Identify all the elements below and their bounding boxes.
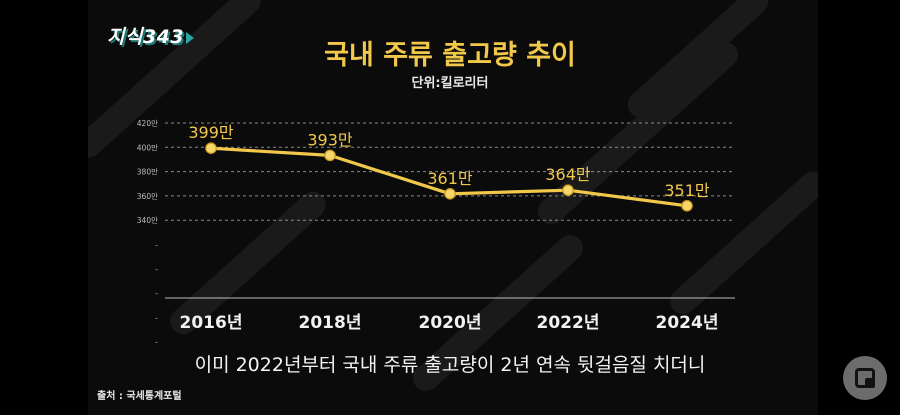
x-tick-label: 2016년 <box>180 313 243 333</box>
y-tick-label: - <box>155 338 158 347</box>
x-axis-ticks: 2016년 2018년 2020년 2022년 2024년 <box>180 313 719 333</box>
y-tick-label: 360만 <box>137 192 158 201</box>
channel-logo: 지식343 <box>107 22 195 49</box>
y-tick-label: - <box>155 313 158 322</box>
y-tick-label: 400만 <box>137 143 158 152</box>
x-tick-label: 2024년 <box>656 313 719 333</box>
floating-action-button[interactable] <box>843 356 887 400</box>
x-tick-label: 2022년 <box>537 313 600 333</box>
right-letterbox <box>818 0 900 415</box>
y-tick-label: - <box>155 241 158 250</box>
chart-panel <box>88 0 818 415</box>
x-tick-label: 2018년 <box>299 313 362 333</box>
data-label: 361만 <box>427 169 473 188</box>
y-tick-label: 420만 <box>137 119 158 128</box>
data-label: 399만 <box>188 123 234 142</box>
data-label: 351만 <box>664 181 710 200</box>
data-point <box>562 184 574 196</box>
y-tick-label: 380만 <box>137 168 158 177</box>
data-labels: 399만 393만 361만 364만 351만 <box>188 123 710 200</box>
data-point <box>681 200 693 212</box>
screen-capture-icon-dot <box>865 378 875 388</box>
data-points <box>205 142 693 212</box>
play-triangle-icon <box>186 31 195 44</box>
chart-title: 국내 주류 출고량 추이 <box>324 40 576 71</box>
data-point <box>444 188 456 200</box>
data-label: 393만 <box>307 130 353 149</box>
y-tick-label: - <box>155 265 158 274</box>
video-caption: 이미 2022년부터 국내 주류 출고량이 2년 연속 뒷걸음질 치더니 <box>194 354 706 376</box>
y-tick-label: 340만 <box>137 216 158 225</box>
source-note: 출처 : 국세통계포털 <box>97 391 182 402</box>
y-tick-label: - <box>155 289 158 298</box>
chart-unit: 단위:킬로리터 <box>411 76 489 91</box>
data-label: 364만 <box>545 165 591 184</box>
left-letterbox <box>0 0 88 415</box>
data-point <box>205 142 217 154</box>
data-point <box>324 149 336 162</box>
x-tick-label: 2020년 <box>419 313 482 333</box>
y-axis-ticks: 420만 400만 380만 360만 340만 - - - - - <box>137 119 159 347</box>
